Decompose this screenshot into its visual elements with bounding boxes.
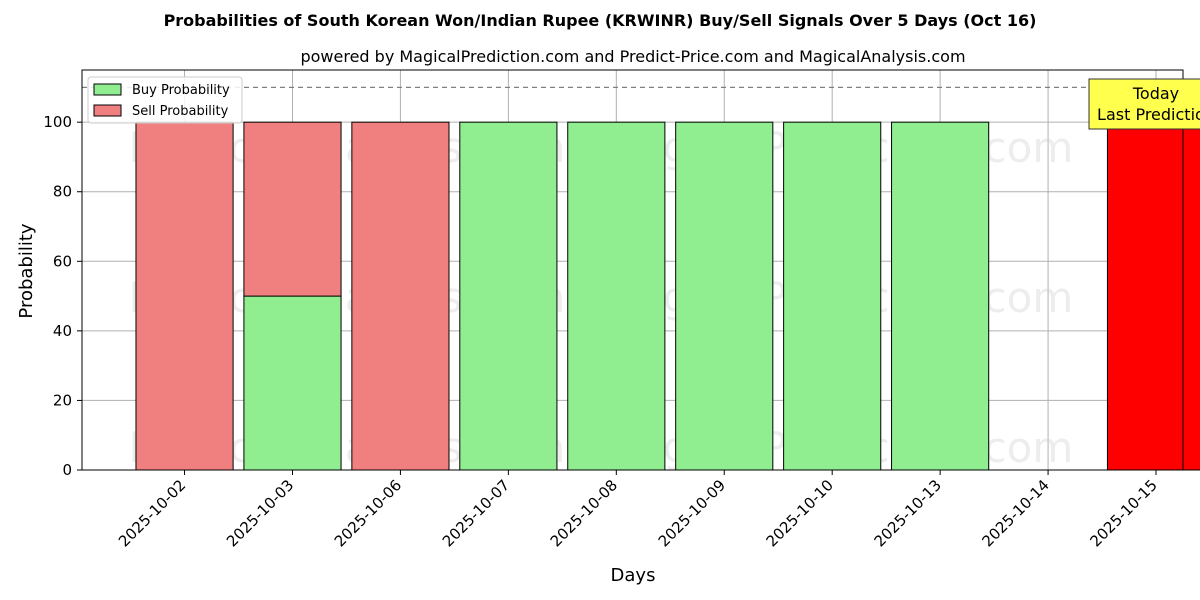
legend-swatch: [93, 104, 122, 117]
last-prediction-label: Last Prediction: [1097, 105, 1200, 124]
legend: Buy Probability Sell Probability: [87, 76, 243, 124]
x-tick-label: 2025-10-15: [1086, 476, 1160, 550]
y-tick-label: 0: [62, 461, 72, 479]
today-label: Today: [1132, 84, 1179, 103]
legend-box: [87, 76, 243, 124]
legend-label: Sell Probability: [132, 104, 229, 119]
chart-title: Probabilities of South Korean Won/Indian…: [164, 11, 1037, 30]
x-tick-label: 2025-10-13: [871, 476, 945, 550]
x-tick-label: 2025-10-03: [223, 476, 297, 550]
legend-label: Buy Probability: [132, 83, 230, 98]
bar-buy: [891, 121, 990, 471]
bar-buy: [243, 295, 342, 471]
x-axis-label: Days: [611, 565, 656, 586]
x-tick-label: 2025-10-08: [547, 476, 621, 550]
bar-buy: [567, 121, 666, 471]
today-box: [1088, 78, 1200, 130]
bar-today: [1106, 121, 1200, 471]
x-tick-label: 2025-10-07: [439, 476, 513, 550]
bars: [135, 121, 1200, 471]
x-tick-label: 2025-10-14: [979, 476, 1053, 550]
bar-buy: [459, 121, 558, 471]
x-tick-label: 2025-10-10: [763, 476, 837, 550]
x-tick-label: 2025-10-09: [655, 476, 729, 550]
today-annotation: Today Last Prediction: [1088, 78, 1200, 130]
x-tick-label: 2025-10-06: [331, 476, 405, 550]
bar-sell: [351, 121, 450, 471]
bar-buy: [783, 121, 882, 471]
bar-sell: [243, 121, 342, 297]
y-tick-label: 60: [53, 252, 72, 270]
bar-sell: [135, 121, 234, 471]
x-tick-label: 2025-10-02: [115, 476, 189, 550]
y-axis-label: Probability: [16, 223, 37, 318]
y-tick-label: 80: [53, 183, 72, 201]
y-tick-label: 100: [43, 113, 72, 131]
chart-subtitle: powered by MagicalPrediction.com and Pre…: [300, 47, 965, 66]
plot-frame: [81, 69, 1184, 471]
bar-buy: [675, 121, 774, 471]
y-tick-label: 40: [53, 322, 72, 340]
legend-swatch: [93, 83, 122, 96]
y-tick-label: 20: [53, 391, 72, 409]
